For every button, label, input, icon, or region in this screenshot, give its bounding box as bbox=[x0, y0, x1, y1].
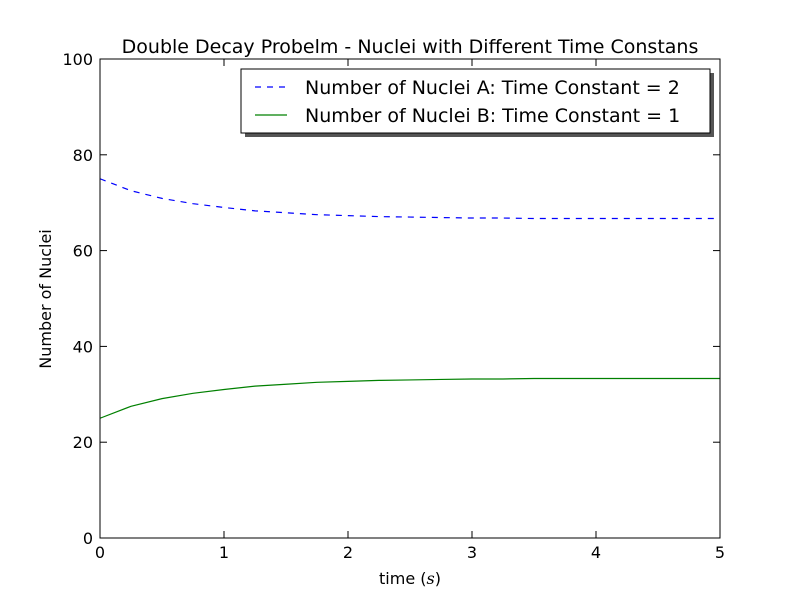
y-tick-label-5: 100 bbox=[62, 50, 93, 69]
x-axis-label-variable: s bbox=[427, 569, 435, 588]
series-line-b bbox=[99, 377, 720, 419]
series-lines bbox=[99, 178, 720, 419]
y-tick-label-1: 20 bbox=[73, 433, 93, 452]
chart-title: Double Decay Probelm - Nuclei with Diffe… bbox=[122, 36, 699, 58]
x-axis-label-prefix: time ( bbox=[379, 569, 426, 588]
y-tick-label-0: 0 bbox=[83, 529, 93, 548]
y-axis-label: Number of Nuclei bbox=[36, 229, 55, 369]
y-tick-label-4: 80 bbox=[73, 146, 93, 165]
x-axis-label-suffix: ) bbox=[435, 569, 441, 588]
legend-label-series-a: Number of Nuclei A: Time Constant = 2 bbox=[305, 77, 680, 99]
x-tick-label-2: 2 bbox=[343, 543, 353, 562]
legend-label-series-b: Number of Nuclei B: Time Constant = 1 bbox=[305, 105, 680, 127]
series-line-a bbox=[99, 178, 720, 220]
y-tick-label-2: 40 bbox=[73, 337, 93, 356]
plot-frame bbox=[99, 58, 721, 539]
x-tick-label-0: 0 bbox=[95, 543, 105, 562]
axis-ticks: 0 1 2 3 4 5 0 20 40 60 80 100 bbox=[62, 50, 725, 562]
x-tick-label-3: 3 bbox=[467, 543, 477, 562]
x-axis-label: time (s) bbox=[379, 569, 441, 588]
x-tick-label-4: 4 bbox=[591, 543, 601, 562]
y-tick-label-3: 60 bbox=[73, 242, 93, 261]
legend: Number of Nuclei A: Time Constant = 2 Nu… bbox=[240, 68, 714, 137]
legend-box bbox=[240, 68, 711, 134]
x-tick-label-5: 5 bbox=[715, 543, 725, 562]
x-tick-label-1: 1 bbox=[219, 543, 229, 562]
